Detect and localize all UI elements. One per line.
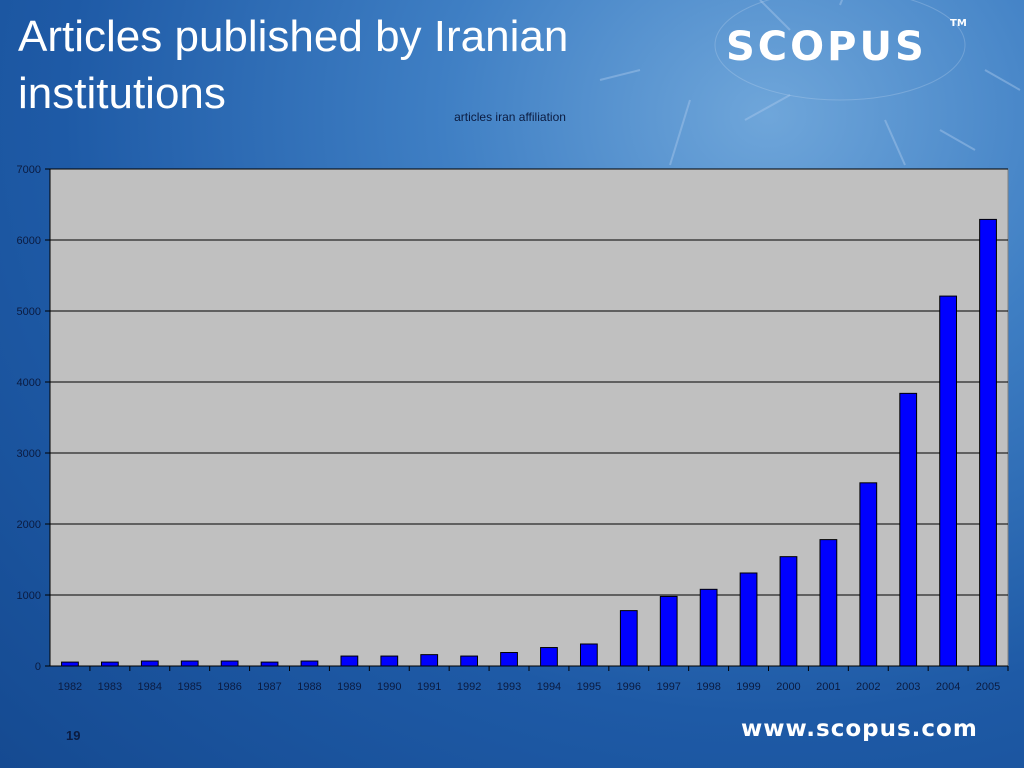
bar [180,660,199,667]
bar [699,588,718,667]
bar [779,556,798,667]
bar [540,647,558,667]
slide-title: Articles published by Iranian institutio… [18,12,569,118]
x-tick-label: 1988 [297,681,321,693]
scopus-logo: SCOPUS [726,24,927,70]
bar [140,660,159,667]
bar [260,661,279,667]
x-tick-label: 1994 [537,681,561,693]
bar [500,652,518,667]
bar [220,660,239,667]
page-number: 19 [66,728,81,743]
x-tick-label: 2001 [816,681,840,693]
chart-title: articles iran affiliation [454,110,566,124]
bar [979,218,997,667]
x-tick-label: 1997 [656,681,680,693]
x-tick-label: 1986 [217,681,241,693]
y-tick-label: 5000 [17,306,41,318]
x-tick-label: 1991 [417,681,441,693]
bar [619,610,638,667]
bar [899,392,918,667]
x-tick-label: 2004 [936,681,960,693]
y-tick-label: 7000 [17,164,41,176]
x-tick-label: 1995 [577,681,601,693]
footer-url: www.scopus.com [741,716,978,742]
y-tick-label: 1000 [17,590,41,602]
bar [819,539,838,667]
x-tick-label: 2002 [856,681,880,693]
x-tick-label: 1999 [736,681,760,693]
bar [579,643,598,667]
y-tick-label: 4000 [17,377,41,389]
x-tick-label: 2005 [976,681,1000,693]
x-tick-label: 1983 [98,681,122,693]
x-tick-label: 1996 [617,681,641,693]
x-tick-label: 1998 [696,681,720,693]
bar [380,655,399,667]
bar [340,655,359,667]
plot-area [49,168,1009,667]
x-tick-label: 1982 [58,681,82,693]
bar [739,572,758,667]
x-tick-label: 1987 [257,681,281,693]
y-tick-label: 3000 [17,448,41,460]
x-tick-label: 1990 [377,681,401,693]
x-tick-label: 2003 [896,681,920,693]
x-tick-label: 1984 [138,681,162,693]
y-tick-label: 0 [35,661,41,673]
bar [100,661,119,667]
x-tick-label: 1989 [337,681,361,693]
x-tick-label: 2000 [776,681,800,693]
bar [420,654,439,667]
bar [859,482,878,667]
x-tick-label: 1992 [457,681,481,693]
bar [300,660,319,667]
bar [659,595,678,667]
bar [939,295,958,667]
x-tick-label: 1985 [177,681,201,693]
y-tick-label: 2000 [17,519,41,531]
x-tick-label: 1993 [497,681,521,693]
bar [61,661,79,667]
y-tick-label: 6000 [17,235,41,247]
trademark-mark: TM [950,18,967,29]
bar [460,655,479,667]
